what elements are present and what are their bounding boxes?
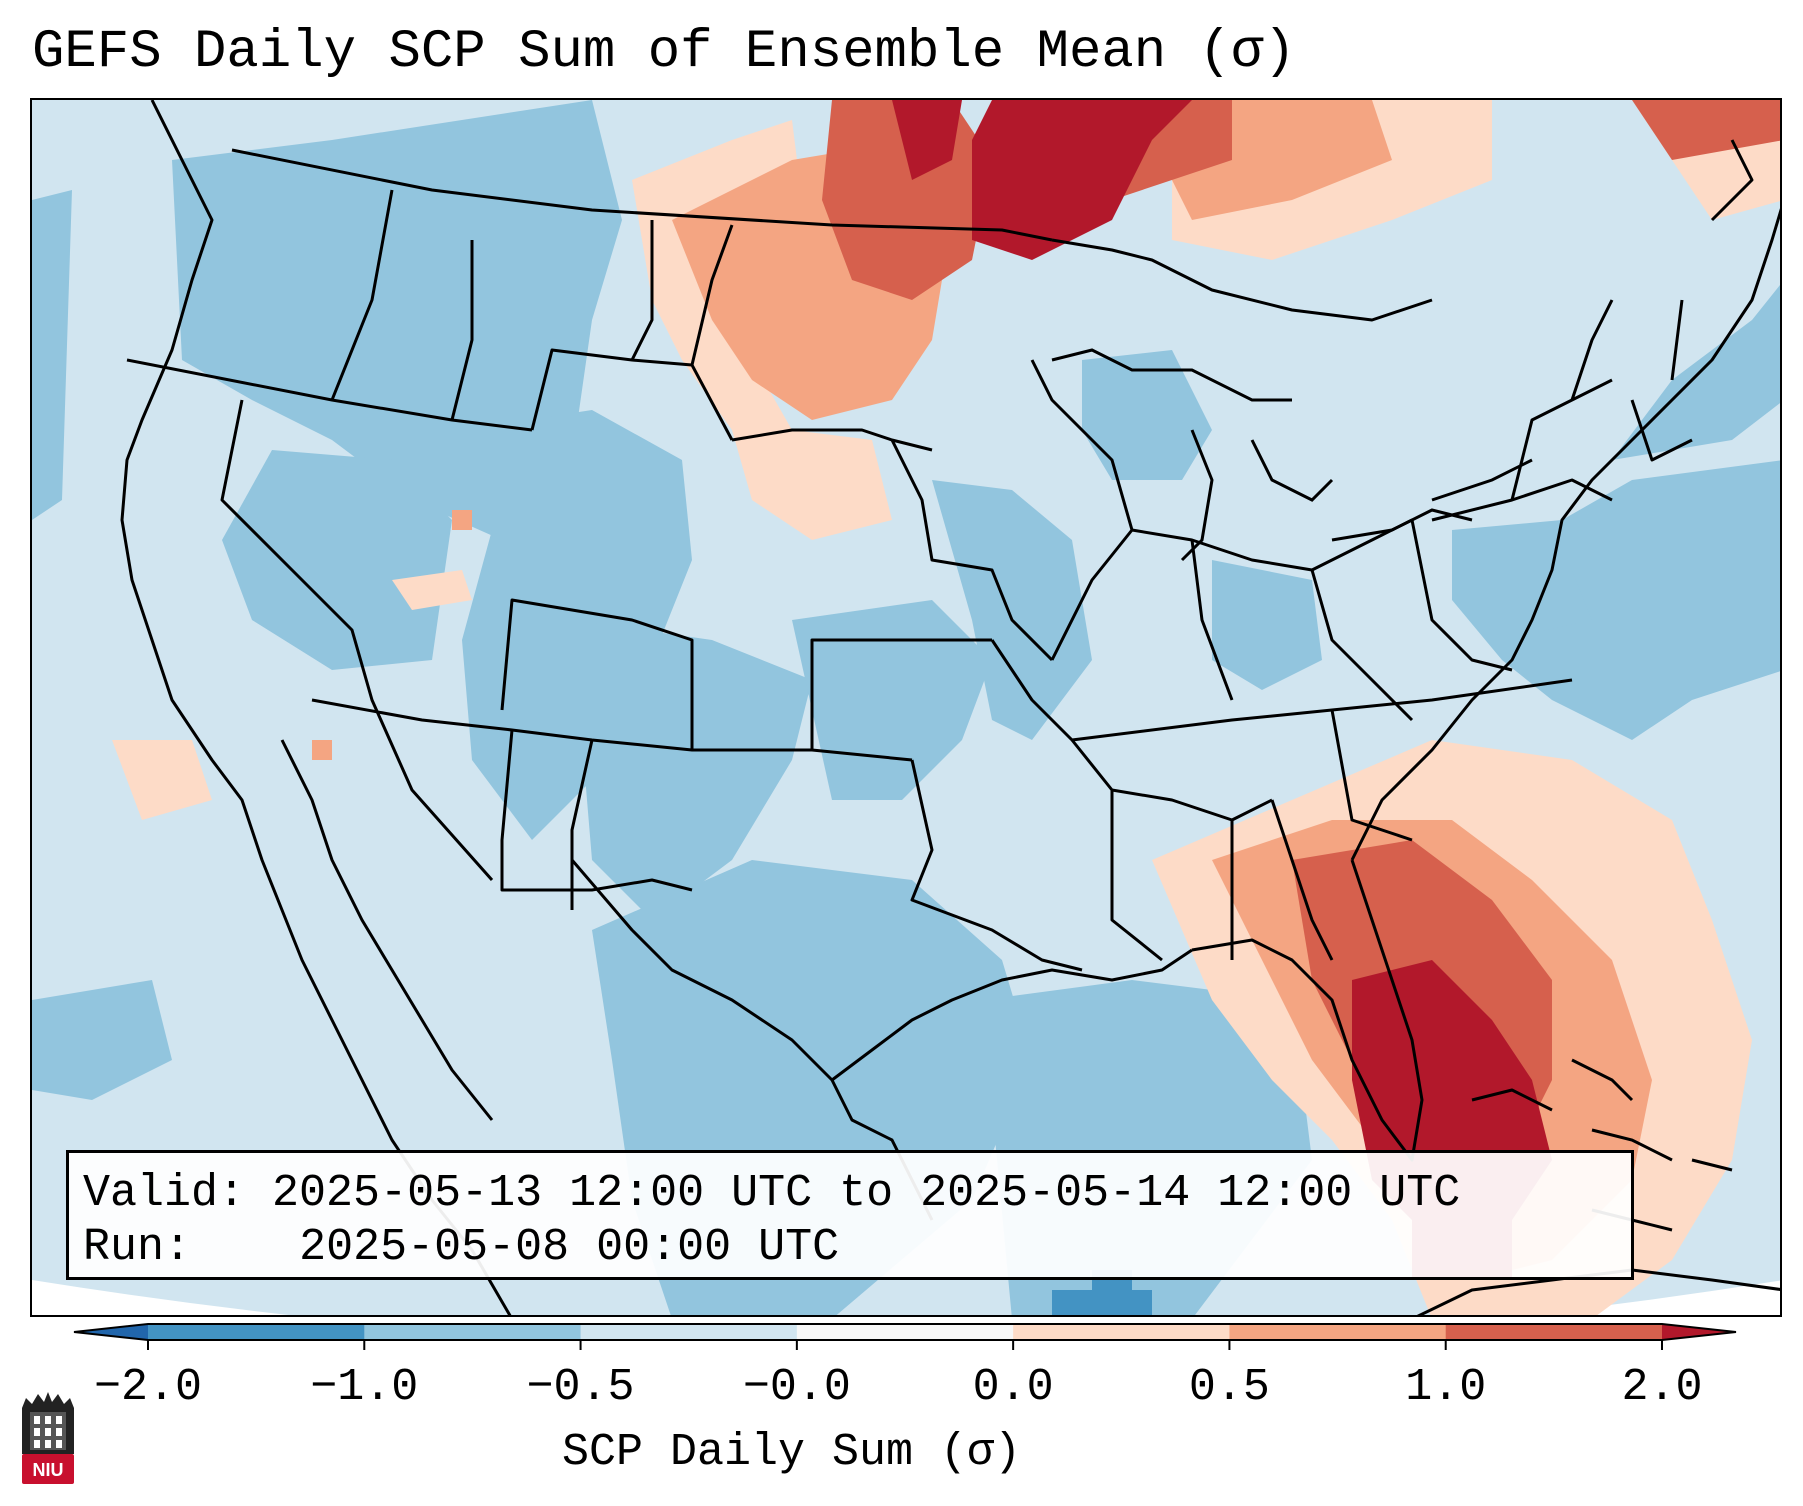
valid-run-info-box: Valid: 2025-05-13 12:00 UTC to 2025-05-1… (66, 1150, 1634, 1280)
colorbar-tick-label: 1.0 (1405, 1362, 1487, 1413)
great-lakes (1051, 348, 1533, 562)
political-borders (126, 148, 1693, 972)
niu-logo-text: NIU (33, 1460, 64, 1480)
colorbar-bin (1013, 1324, 1230, 1340)
colorbar-label: SCP Daily Sum (σ) (561, 1427, 1022, 1478)
colorbar-tick-label: 2.0 (1621, 1362, 1703, 1413)
colorbar-bin (580, 1324, 798, 1340)
valid-value: 2025-05-13 12:00 UTC to 2025-05-14 12:00… (272, 1168, 1461, 1219)
run-line: Run: 2025-05-08 00:00 UTC (83, 1221, 1631, 1275)
niu-logo: NIU (22, 1392, 74, 1484)
run-label: Run: (83, 1222, 192, 1273)
colorbar-under-arrow (74, 1324, 148, 1340)
colorbar-bin (364, 1324, 582, 1340)
map-frame (30, 98, 1782, 1317)
valid-line: Valid: 2025-05-13 12:00 UTC to 2025-05-1… (83, 1167, 1631, 1221)
valid-label: Valid: (83, 1168, 246, 1219)
colorbar-tick-label: 0.5 (1188, 1362, 1270, 1413)
colorbar-bin (1229, 1324, 1447, 1340)
colorbar-over-arrow (1662, 1324, 1736, 1340)
colorbar-bin (148, 1324, 365, 1340)
colorbar-tick-label: −0.0 (742, 1362, 851, 1413)
islands (1571, 1058, 1733, 1172)
colorbar-bin (1445, 1324, 1663, 1340)
projection-edge (32, 1280, 1780, 1315)
coastlines (120, 100, 1780, 1315)
colorbar (73, 1323, 1737, 1350)
map-title: GEFS Daily SCP Sum of Ensemble Mean (σ) (32, 22, 1296, 83)
colorbar-bin (796, 1324, 1014, 1340)
colorbar-tick-label: −0.5 (526, 1362, 635, 1413)
run-value: 2025-05-08 00:00 UTC (299, 1222, 840, 1273)
colorbar-tick-label: 0.0 (972, 1362, 1054, 1413)
colorbar-tick-label: −1.0 (310, 1362, 419, 1413)
scp-map (32, 100, 1780, 1315)
colorbar-tick-label: −2.0 (93, 1362, 203, 1413)
